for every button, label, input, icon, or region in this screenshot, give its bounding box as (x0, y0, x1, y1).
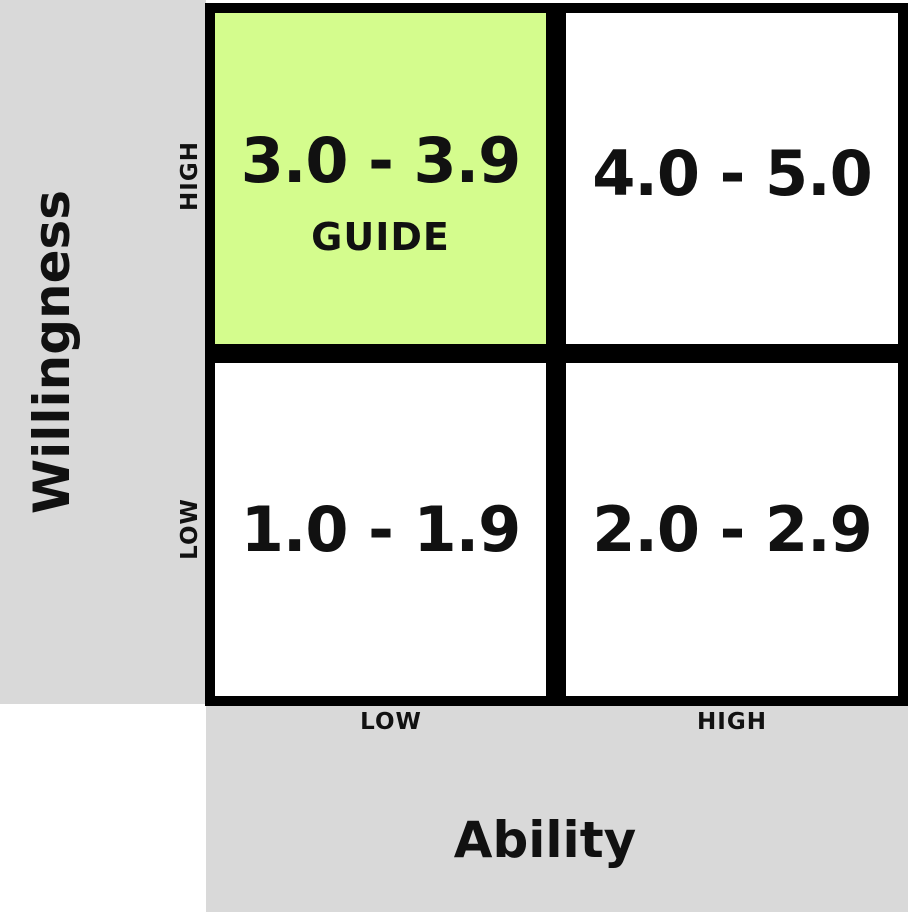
y-axis-low-label: LOW (177, 498, 203, 560)
quadrant-range: 3.0 - 3.9 (240, 124, 522, 197)
quadrant-low-willingness-high-ability: 2.0 - 2.9 (566, 363, 898, 696)
quadrant-range: 4.0 - 5.0 (592, 137, 873, 210)
quadrant-high-willingness-high-ability: 4.0 - 5.0 (566, 13, 898, 344)
y-axis-title: Willingness (23, 189, 81, 515)
quadrant-range: 2.0 - 2.9 (592, 493, 873, 566)
x-axis-title: Ability (453, 811, 637, 869)
y-axis-high-label: HIGH (177, 141, 203, 211)
quadrant-range: 1.0 - 1.9 (240, 493, 522, 566)
quadrant-low-willingness-low-ability: 1.0 - 1.9 (215, 363, 546, 696)
x-axis-high-label: HIGH (697, 709, 767, 735)
quadrant-label: GUIDE (311, 215, 450, 259)
x-axis-low-label: LOW (360, 709, 422, 735)
x-axis-panel (206, 704, 908, 912)
y-axis-panel (0, 0, 206, 704)
quadrant-high-willingness-low-ability: 3.0 - 3.9 GUIDE (215, 13, 546, 344)
quadrant-grid: 3.0 - 3.9 GUIDE 4.0 - 5.0 1.0 - 1.9 2.0 … (205, 3, 908, 706)
